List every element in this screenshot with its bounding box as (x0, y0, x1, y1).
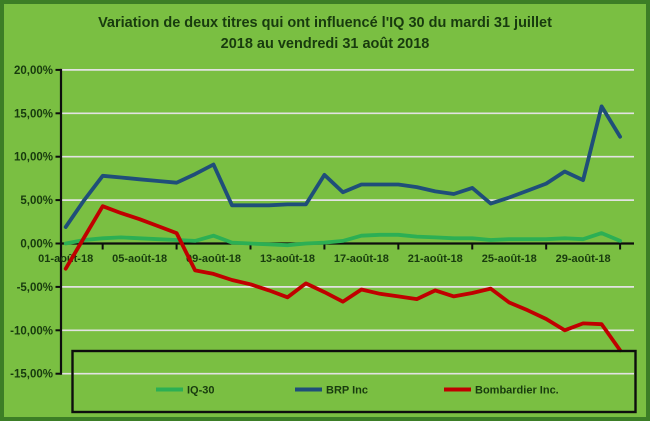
x-axis-label: 09-août-18 (186, 253, 241, 265)
chart-title: Variation de deux titres qui ont influen… (4, 13, 646, 55)
y-axis-label: 10,00% (14, 152, 53, 164)
legend-label: IQ-30 (187, 385, 215, 397)
series-line-brp-inc (63, 104, 622, 229)
x-axis-label: 21-août-18 (408, 253, 463, 265)
series-line-iq-30 (63, 231, 622, 248)
x-axis-label: 25-août-18 (482, 253, 537, 265)
y-axis-label: -15,00% (10, 369, 53, 381)
y-axis-label: 15,00% (14, 108, 53, 120)
legend-label: BRP Inc (326, 385, 368, 397)
legend-label: Bombardier Inc. (475, 385, 559, 397)
y-axis-label: -10,00% (10, 325, 53, 337)
x-axis-label: 13-août-18 (260, 253, 315, 265)
chart-title-line-2: 2018 au vendredi 31 août 2018 (220, 36, 430, 52)
y-axis-label: -5,00% (17, 282, 53, 294)
y-axis-label: 0,00% (20, 239, 53, 251)
x-axis-label: 17-août-18 (334, 253, 389, 265)
legend-box (71, 349, 637, 414)
y-axis-label: 20,00% (14, 65, 53, 77)
y-axis-label: 5,00% (20, 195, 53, 207)
series-line-bombardier-inc- (63, 204, 622, 353)
line-chart-canvas: 20,00% 15,00% 10,00% 5,00% 0,00% -5,00% -10,00… (10, 65, 637, 414)
x-axis-label: 29-août-18 (556, 253, 611, 265)
chart-title-line-1: Variation de deux titres qui ont influen… (98, 15, 552, 31)
x-axis-label: 01-août-18 (38, 253, 93, 265)
x-axis-label: 05-août-18 (112, 253, 167, 265)
